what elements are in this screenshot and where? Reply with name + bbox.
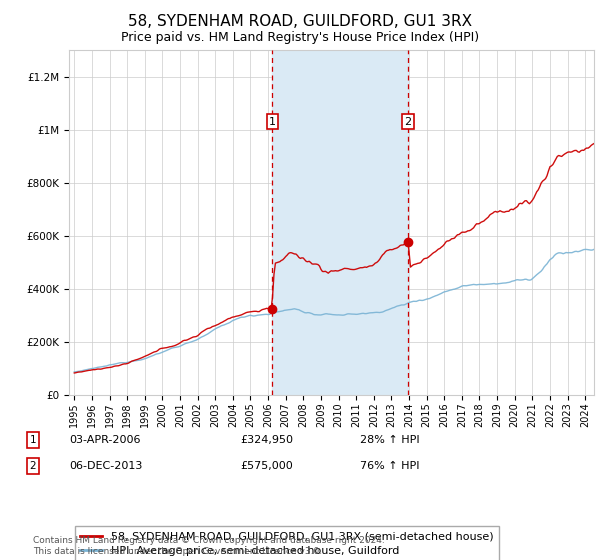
Text: 1: 1 [269,117,276,127]
Text: 03-APR-2006: 03-APR-2006 [69,435,140,445]
Text: 28% ↑ HPI: 28% ↑ HPI [360,435,419,445]
Bar [272,50,407,395]
Text: 58, SYDENHAM ROAD, GUILDFORD, GU1 3RX: 58, SYDENHAM ROAD, GUILDFORD, GU1 3RX [128,14,472,29]
Text: 76% ↑ HPI: 76% ↑ HPI [360,461,419,471]
Text: 1: 1 [29,435,37,445]
Text: 06-DEC-2013: 06-DEC-2013 [69,461,142,471]
Text: 2: 2 [29,461,37,471]
Text: £575,000: £575,000 [240,461,293,471]
Text: Price paid vs. HM Land Registry's House Price Index (HPI): Price paid vs. HM Land Registry's House … [121,31,479,44]
Text: 2: 2 [404,117,411,127]
Legend: 58, SYDENHAM ROAD, GUILDFORD, GU1 3RX (semi-detached house), HPI: Average price,: 58, SYDENHAM ROAD, GUILDFORD, GU1 3RX (s… [74,526,499,560]
Text: £324,950: £324,950 [240,435,293,445]
Text: Contains HM Land Registry data © Crown copyright and database right 2024.
This d: Contains HM Land Registry data © Crown c… [33,536,385,556]
